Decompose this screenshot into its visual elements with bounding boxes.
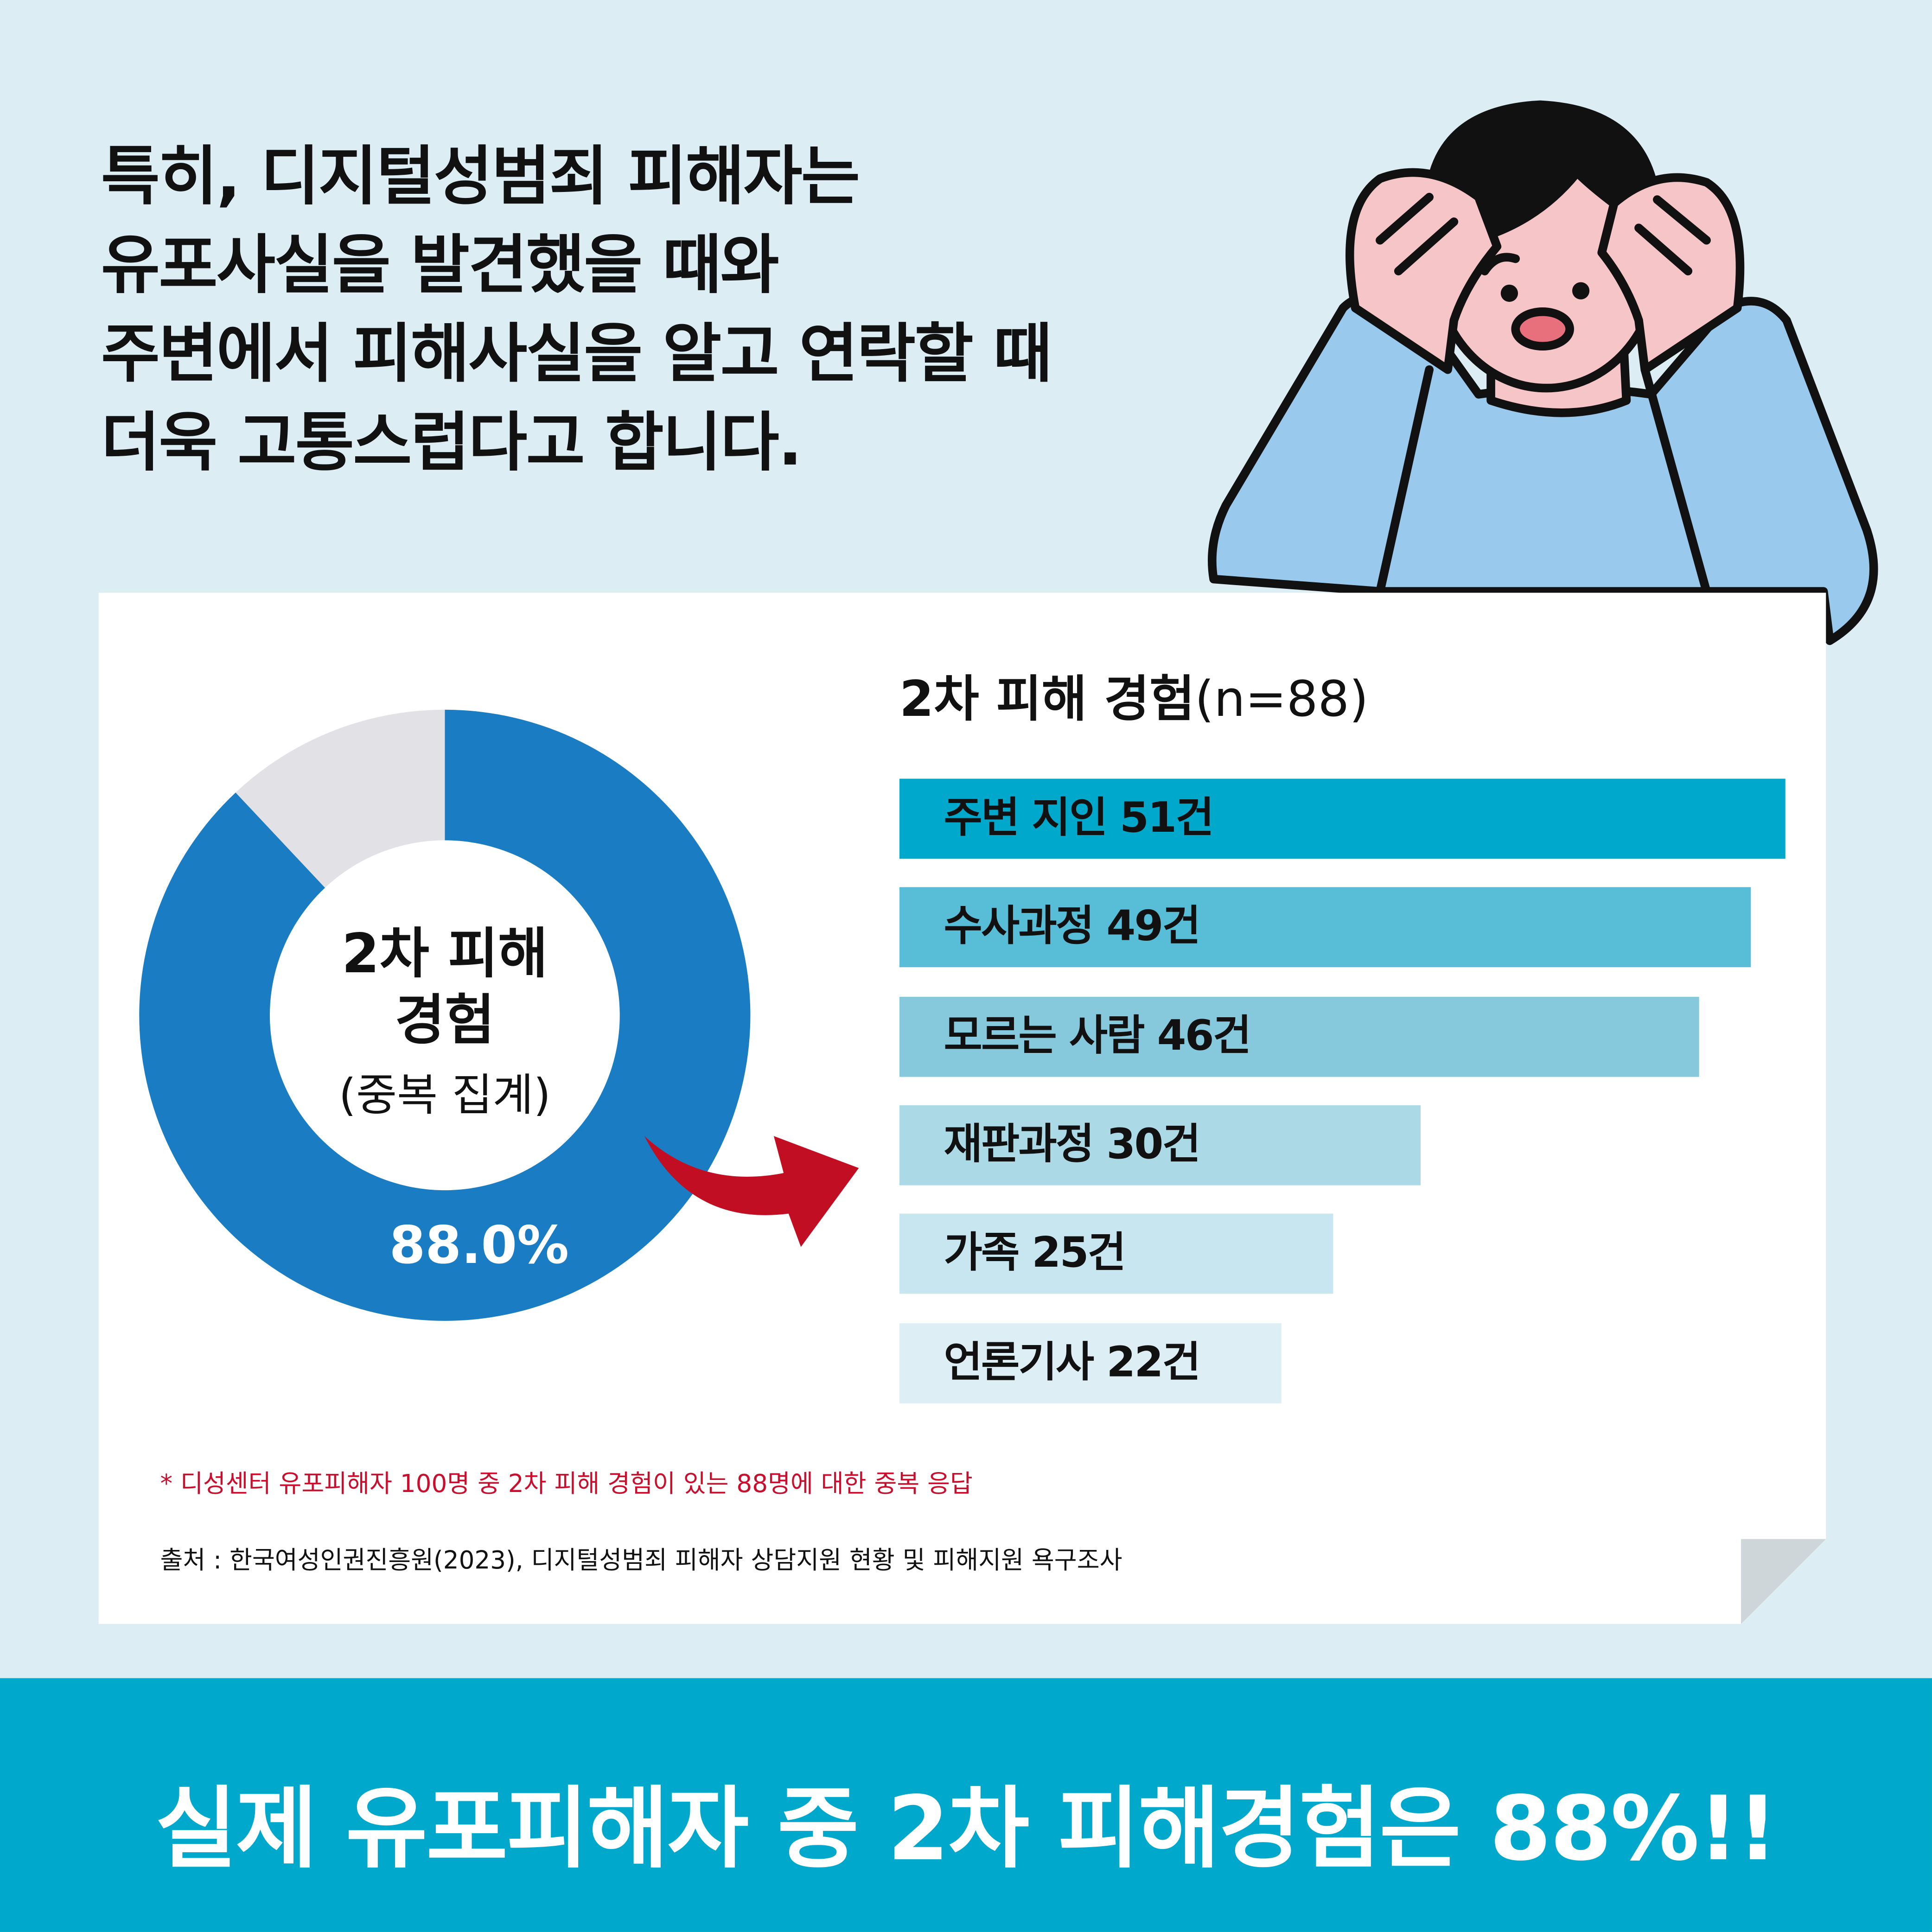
bar: 수사과정 49건: [899, 887, 1751, 968]
headline-line: 주변에서 피해사실을 알고 연락할 때: [101, 318, 1052, 392]
footnote: * 디성센터 유포피해자 100명 중 2차 피해 경험이 있는 88명에 대한…: [160, 1468, 973, 1498]
donut-slice: [139, 709, 751, 1321]
bar-label: 주변 지인 51건: [944, 793, 1214, 843]
donut-center-line: 경험: [395, 989, 495, 1052]
headline-line: 더욱 고통스럽다고 합니다.: [101, 406, 803, 481]
bar-chart-sample-size: (n=88): [1194, 671, 1369, 728]
banner-text: 실제 유포피해자 중 2차 피해경험은 88%!!: [155, 1777, 1778, 1881]
bar: 재판과정 30건: [899, 1105, 1421, 1186]
donut-center-subtitle: (중복 집계): [338, 1071, 551, 1122]
donut-slice: [236, 709, 445, 888]
bar: 언론기사 22건: [899, 1322, 1282, 1403]
bar-label: 언론기사 22건: [944, 1337, 1201, 1387]
donut-chart: [139, 709, 751, 1321]
headline-line: 특히, 디지털성범죄 피해자는: [101, 140, 860, 215]
donut-center-line: 2차 피해: [341, 923, 548, 986]
bar-chart-title: 2차 피해 경험(n=88): [899, 659, 1369, 731]
bar-chart-title-text: 2차 피해 경험: [899, 671, 1195, 728]
headline-line: 유포사실을 발견했을 때와: [101, 229, 779, 303]
bar: 주변 지인 51건: [899, 778, 1785, 859]
donut-data-label: 88.0%: [389, 1215, 569, 1275]
source-citation: 출처 : 한국여성인권진흥원(2023), 디지털성범죄 피해자 상담지원 현황…: [160, 1545, 1122, 1575]
distressed-person-illustration: [1208, 100, 1878, 645]
bottom-banner: [0, 1678, 1932, 1932]
page-fold-corner: [1741, 1539, 1826, 1624]
bar-label: 가족 25건: [944, 1229, 1126, 1278]
donut-center-title: 2차 피해 경험: [260, 922, 630, 1055]
bar-label: 모르는 사람 46건: [944, 1011, 1251, 1061]
bar-label: 재판과정 30건: [944, 1120, 1201, 1169]
bar: 모르는 사람 46건: [899, 996, 1699, 1077]
bar: 가족 25건: [899, 1214, 1334, 1294]
bar-label: 수사과정 49건: [944, 902, 1201, 952]
headline: 특히, 디지털성범죄 피해자는 유포사실을 발견했을 때와 주변에서 피해사실을…: [101, 133, 1052, 488]
arrow-icon: [644, 1136, 859, 1247]
